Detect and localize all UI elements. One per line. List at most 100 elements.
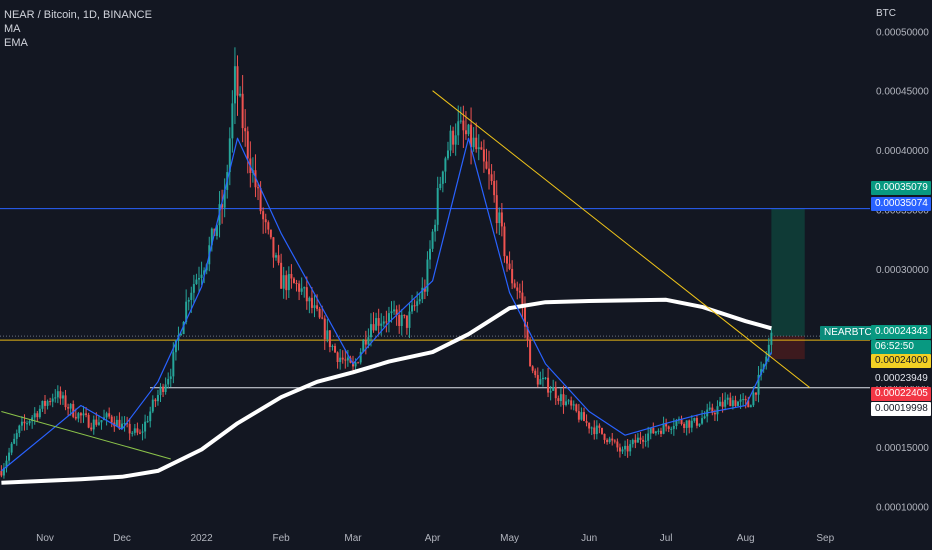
candle-body	[326, 330, 329, 340]
candle-body	[390, 311, 393, 314]
ema-indicator-label[interactable]: EMA	[4, 37, 28, 49]
candle-body	[444, 158, 447, 172]
candle-body	[331, 345, 334, 348]
candle-body	[647, 433, 650, 441]
candle-body	[719, 401, 722, 407]
candle-body	[74, 416, 77, 419]
candle-body	[377, 318, 380, 326]
candle-body	[665, 423, 668, 427]
candle-body	[203, 270, 206, 275]
candle-body	[169, 376, 172, 379]
candle-body	[529, 340, 532, 367]
price-tick-label: 0.00035000	[876, 206, 929, 217]
candle-body	[595, 425, 598, 435]
horizontal-lines	[0, 208, 870, 389]
candle-body	[518, 290, 521, 293]
candle-body	[5, 460, 8, 468]
candle-body	[588, 422, 591, 429]
candle-body	[2, 467, 5, 476]
candle-body	[185, 301, 188, 323]
candle-body	[457, 121, 460, 136]
candle-body	[354, 362, 357, 367]
candle-body	[236, 66, 239, 96]
time-axis[interactable]: Nov Dec 2022 Feb Mar Apr May Jun Jul Aug Sep	[36, 533, 834, 544]
candle-body	[128, 423, 131, 434]
time-tick-label: 2022	[190, 533, 213, 544]
candle-body	[567, 400, 570, 402]
candle-body	[393, 309, 396, 312]
candle-body	[770, 332, 773, 345]
candle-body	[629, 444, 632, 452]
candle-body	[480, 147, 483, 150]
candle-body	[264, 219, 267, 223]
candle-body	[272, 237, 275, 258]
candle-body	[405, 315, 408, 328]
candle-body	[359, 351, 362, 363]
candle-body	[749, 405, 752, 408]
candle-body	[624, 445, 627, 450]
ma-line	[1, 297, 772, 485]
time-tick-label: Apr	[425, 533, 441, 544]
candle-body	[321, 317, 324, 319]
candle-body	[495, 195, 498, 224]
candle-body	[115, 419, 118, 427]
candle-body	[174, 340, 177, 353]
candle-body	[716, 406, 719, 415]
candle-body	[149, 411, 152, 422]
candle-body	[760, 369, 763, 375]
candle-body	[631, 439, 634, 445]
candle-body	[621, 449, 624, 452]
candle-body	[308, 297, 311, 302]
ma-indicator-label[interactable]: MA	[4, 23, 21, 35]
candle-body	[439, 183, 442, 189]
candle-body	[210, 228, 213, 246]
candle-body	[292, 278, 295, 284]
candle-body	[734, 400, 737, 406]
candle-body	[121, 423, 123, 429]
candle-body	[33, 413, 36, 418]
candle-body	[459, 120, 462, 122]
candle-body	[662, 423, 665, 434]
price-tick-label: 0.00040000	[876, 146, 929, 157]
candle-body	[67, 407, 70, 409]
candle-body	[531, 366, 534, 371]
candle-body	[431, 231, 434, 249]
candle-body	[580, 412, 583, 420]
candle-body	[703, 416, 706, 419]
trendlines	[1, 90, 811, 460]
candle-body	[667, 426, 670, 429]
candle-body	[436, 188, 439, 225]
candle-body	[413, 305, 416, 307]
candle-body	[162, 386, 165, 392]
candle-body	[87, 414, 90, 428]
candle-body	[282, 275, 285, 289]
candle-body	[767, 344, 770, 357]
candle-body	[290, 273, 293, 279]
candle-body	[570, 400, 573, 406]
candle-body	[95, 419, 98, 425]
candle-body	[44, 400, 46, 406]
candle-body	[26, 423, 29, 425]
candle-body	[285, 275, 288, 291]
candle-body	[488, 168, 491, 175]
candle-body	[511, 268, 514, 284]
candle-body	[737, 401, 739, 406]
candle-body	[603, 433, 606, 440]
symbol-title[interactable]: NEAR / Bitcoin, 1D, BINANCE	[4, 9, 152, 21]
candle-body	[742, 399, 745, 401]
chart-legend: NEAR / Bitcoin, 1D, BINANCE MA EMA	[4, 8, 152, 50]
candle-body	[408, 311, 411, 328]
candle-body	[136, 428, 139, 433]
candle-body	[744, 399, 747, 401]
candle-body	[636, 437, 639, 443]
candle-body	[36, 413, 39, 418]
ema-line	[1, 137, 772, 472]
candle-body	[421, 287, 424, 300]
candle-body	[747, 400, 750, 408]
candle-body	[61, 395, 64, 399]
candle-body	[8, 452, 11, 461]
candle-body	[482, 149, 485, 162]
candle-body	[300, 288, 303, 292]
candle-body	[757, 374, 760, 395]
